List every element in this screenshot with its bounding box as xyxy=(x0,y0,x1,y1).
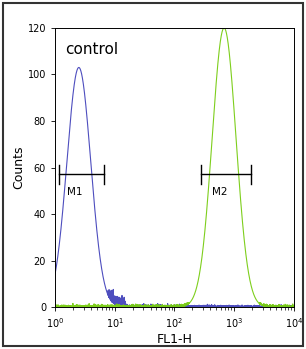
Text: M1: M1 xyxy=(67,187,83,198)
Y-axis label: Counts: Counts xyxy=(12,146,25,189)
Text: M2: M2 xyxy=(212,187,227,198)
X-axis label: FL1-H: FL1-H xyxy=(156,333,192,346)
Text: control: control xyxy=(65,42,118,57)
